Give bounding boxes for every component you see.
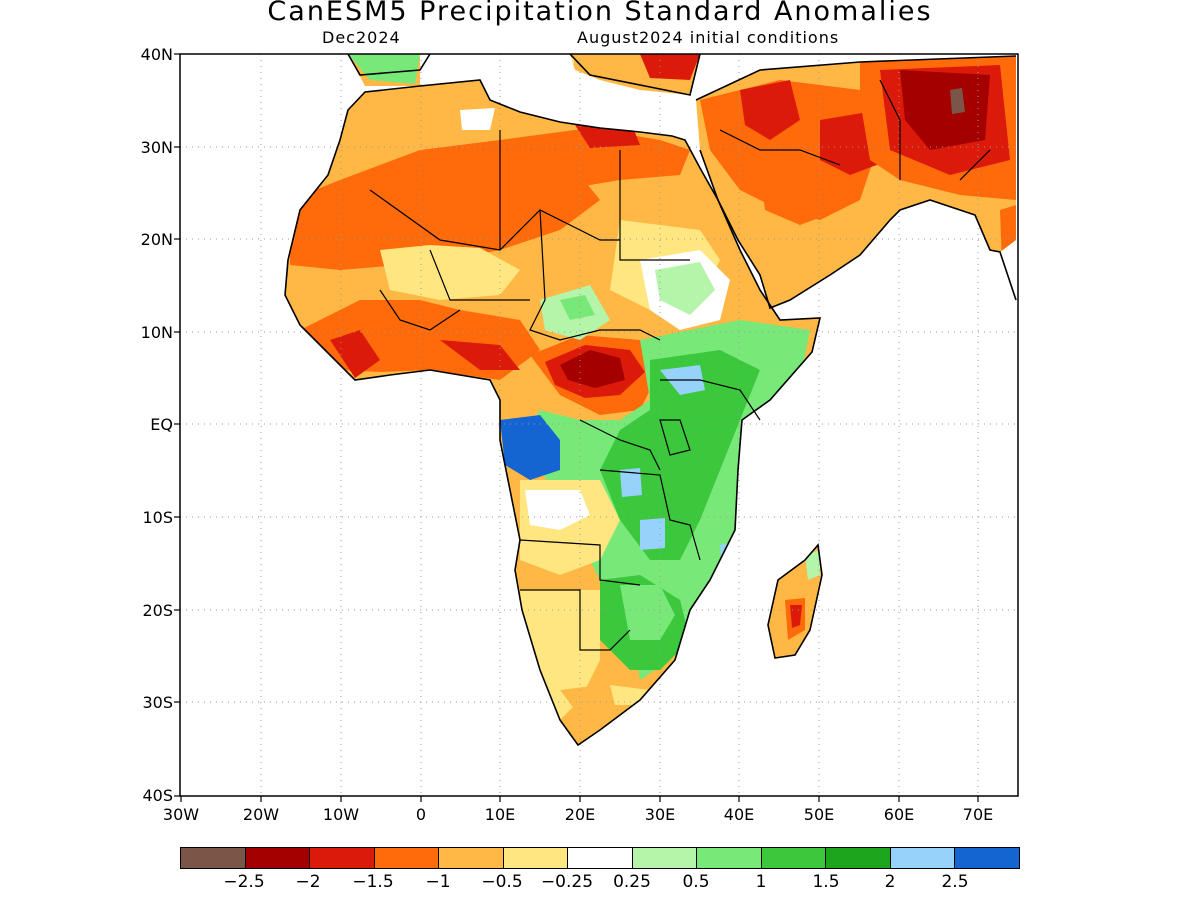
lon-label-20e: 20E <box>564 805 596 824</box>
lat-label-40s: 40S <box>142 786 173 805</box>
legend-swatch <box>697 848 762 868</box>
lon-label-30e: 30E <box>644 805 676 824</box>
lat-label-20s: 20S <box>142 601 173 620</box>
lat-label-eq: EQ <box>150 415 173 434</box>
lat-label-10n: 10N <box>140 323 173 342</box>
legend-label: 2.5 <box>941 872 969 892</box>
lat-label-40n: 40N <box>140 45 173 64</box>
lon-label-20w: 20W <box>242 805 280 824</box>
legend-swatch <box>632 848 698 868</box>
legend-swatch <box>374 848 440 868</box>
legend-swatch <box>439 848 504 868</box>
map-frame <box>179 53 1019 797</box>
lon-label-0: 0 <box>415 805 427 824</box>
legend-label: −0.25 <box>540 872 594 892</box>
lon-label-70e: 70E <box>962 805 994 824</box>
lon-label-50e: 50E <box>803 805 835 824</box>
legend-swatch <box>955 848 1019 868</box>
graticule <box>180 54 1018 796</box>
lon-label-10w: 10W <box>322 805 360 824</box>
legend-swatch <box>568 848 633 868</box>
lon-label-40e: 40E <box>723 805 755 824</box>
legend-label: −2.5 <box>223 872 265 892</box>
legend-label: 1.5 <box>812 872 840 892</box>
lat-label-30s: 30S <box>142 693 173 712</box>
map-title: CanESM5 Precipitation Standard Anomalies <box>267 0 933 27</box>
legend-label: −1 <box>425 872 451 892</box>
legend-label: −0.5 <box>481 872 523 892</box>
lat-label-10s: 10S <box>142 508 173 527</box>
legend-swatch <box>761 848 827 868</box>
legend-label: −1.5 <box>352 872 394 892</box>
coastlines <box>284 54 1017 747</box>
legend-label: 2 <box>884 872 896 892</box>
legend-label: −2 <box>295 872 321 892</box>
lon-label-60e: 60E <box>883 805 915 824</box>
legend-swatch <box>890 848 956 868</box>
legend-swatch <box>245 848 311 868</box>
legend-swatch <box>181 848 246 868</box>
initial-conditions: August2024 initial conditions <box>577 28 840 47</box>
lat-label-30n: 30N <box>140 138 173 157</box>
lon-label-10e: 10E <box>484 805 516 824</box>
country-borders <box>369 79 991 651</box>
lon-label-30w: 30W <box>162 805 200 824</box>
legend-swatch <box>503 848 569 868</box>
legend-swatch <box>310 848 375 868</box>
target-month: Dec2024 <box>322 28 401 47</box>
lat-label-20n: 20N <box>140 230 173 249</box>
color-legend <box>180 847 1020 869</box>
legend-swatch <box>826 848 891 868</box>
legend-label: 1 <box>755 872 767 892</box>
legend-label: 0.5 <box>682 872 710 892</box>
legend-label: 0.25 <box>613 872 651 892</box>
